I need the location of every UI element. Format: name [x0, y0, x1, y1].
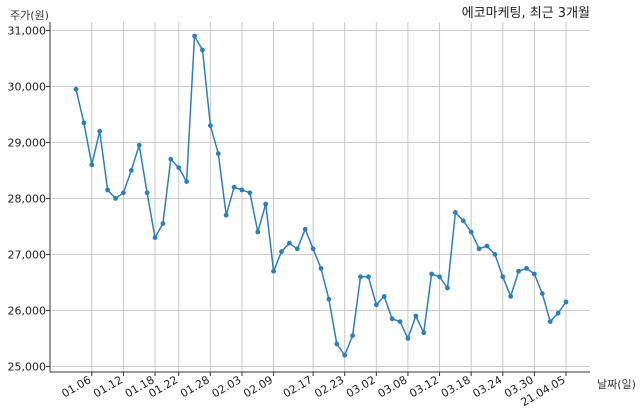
chart-title: 에코마케팅, 최근 3개월 [462, 6, 590, 21]
series-layer [73, 33, 569, 358]
data-point [334, 341, 340, 347]
data-point [437, 274, 442, 280]
data-point [405, 336, 411, 341]
data-point [302, 226, 308, 232]
x-tick-label: 03.24 [470, 373, 504, 400]
x-tick-label: 02.17 [281, 373, 315, 400]
data-point [326, 296, 332, 302]
data-point [263, 201, 269, 207]
data-point [128, 168, 134, 173]
data-point [547, 319, 553, 324]
data-point [421, 330, 427, 336]
data-point [429, 271, 435, 277]
data-point [516, 268, 521, 274]
data-point [531, 271, 537, 277]
data-point [279, 249, 284, 255]
data-point [460, 218, 466, 224]
data-point [310, 246, 316, 252]
data-point [318, 266, 324, 271]
data-point [121, 190, 126, 196]
data-point [476, 246, 482, 252]
y-tick-label: 31,000 [8, 24, 47, 37]
x-tick-label: 01.28 [178, 373, 212, 400]
data-point [105, 187, 111, 193]
y-axis-label: 주가(원) [10, 9, 49, 22]
data-point [413, 313, 419, 319]
data-point [294, 246, 300, 252]
data-point [239, 187, 245, 193]
data-point [524, 266, 529, 271]
data-point [144, 190, 150, 196]
data-point [358, 274, 363, 280]
data-point [192, 33, 197, 39]
data-point [445, 285, 450, 291]
y-tick-label: 30,000 [8, 80, 47, 93]
data-point [366, 274, 371, 280]
data-point [563, 299, 569, 305]
data-point [342, 352, 348, 358]
data-point [168, 156, 174, 162]
y-tick-label: 28,000 [8, 192, 47, 205]
data-point [350, 333, 356, 338]
data-point [271, 268, 276, 274]
data-point [247, 190, 253, 196]
y-tick-label: 26,000 [8, 304, 47, 317]
x-tick-label: 01.12 [91, 373, 125, 400]
x-tick-label: 02.09 [241, 373, 275, 400]
data-point [207, 123, 213, 128]
y-tick-label: 25,000 [8, 360, 47, 373]
grid-layer [50, 22, 590, 372]
data-point [184, 179, 190, 185]
x-tick-label: 02.23 [312, 373, 346, 400]
y-tick-label: 29,000 [8, 136, 47, 149]
data-point [373, 302, 379, 308]
x-tick-label: 03.02 [344, 373, 378, 400]
data-point [286, 240, 292, 246]
axis-layer [46, 22, 590, 376]
data-point [113, 196, 118, 201]
data-point [389, 316, 395, 322]
data-point [452, 210, 458, 215]
x-tick-label: 02.03 [210, 373, 244, 400]
data-point [200, 47, 205, 53]
data-point [508, 294, 514, 299]
data-point [231, 184, 237, 190]
y-tick-label: 27,000 [8, 248, 47, 261]
data-point [73, 86, 79, 92]
data-point [492, 252, 498, 257]
x-tick-label: 01.06 [60, 373, 94, 400]
data-point [397, 319, 403, 324]
data-point [500, 274, 506, 280]
data-point [555, 310, 561, 316]
data-point [136, 142, 142, 148]
data-point [484, 243, 490, 249]
x-tick-label: 03.18 [439, 373, 473, 400]
x-tick-label: 03.08 [376, 373, 410, 400]
x-tick-label: 03.12 [407, 373, 441, 400]
data-point [176, 165, 182, 171]
data-point [255, 229, 261, 235]
data-point [223, 212, 229, 218]
data-point [152, 235, 158, 241]
data-point [381, 294, 387, 299]
data-point [160, 221, 166, 227]
data-point [89, 162, 95, 168]
data-point [539, 291, 545, 296]
price-line [75, 35, 567, 356]
x-axis-label: 날짜(일) [597, 377, 636, 391]
data-point [81, 120, 87, 126]
data-point [468, 229, 474, 235]
data-point [215, 151, 221, 157]
data-point [97, 128, 103, 134]
